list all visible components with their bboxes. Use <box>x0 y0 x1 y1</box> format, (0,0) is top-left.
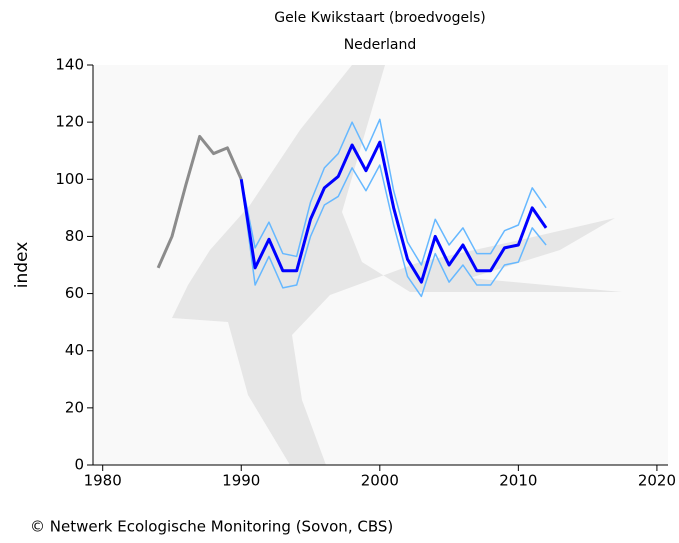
chart-title: Gele Kwikstaart (broedvogels) <box>274 10 486 26</box>
x-tick-label: 2010 <box>499 472 537 490</box>
y-tick-label: 0 <box>74 456 84 474</box>
x-tick-label: 2000 <box>361 472 399 490</box>
x-tick-label: 1990 <box>222 472 260 490</box>
x-tick-label: 2020 <box>638 472 676 490</box>
y-tick-label: 20 <box>65 398 84 416</box>
y-tick-label: 80 <box>65 227 84 245</box>
y-tick-label: 40 <box>65 341 84 359</box>
y-tick-label: 60 <box>65 284 84 302</box>
footer: © Netwerk Ecologische Monitoring (Sovon,… <box>30 518 393 536</box>
chart-subtitle: Nederland <box>344 37 417 53</box>
x-tick-label: 1980 <box>84 472 122 490</box>
chart: Gele Kwikstaart (broedvogels) Nederland … <box>0 0 679 543</box>
y-tick-label: 100 <box>55 170 84 188</box>
y-tick-label: 140 <box>55 56 84 74</box>
y-axis-label: index <box>12 242 32 289</box>
y-tick-label: 120 <box>55 113 84 131</box>
